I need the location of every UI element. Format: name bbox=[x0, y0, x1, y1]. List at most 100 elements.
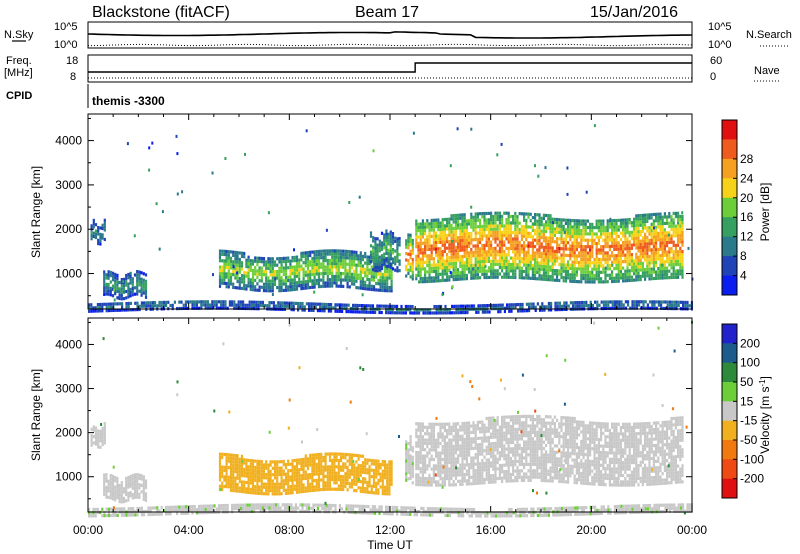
power-echo-cell bbox=[121, 302, 124, 306]
power-echo-cell bbox=[672, 243, 675, 247]
power-echo-cell bbox=[300, 283, 303, 287]
power-echo-cell bbox=[498, 243, 501, 247]
power-echo-cell bbox=[545, 271, 548, 275]
power-echo-cell bbox=[287, 275, 290, 279]
power-echo-cell bbox=[105, 302, 108, 306]
power-echo-cell bbox=[681, 250, 684, 254]
power-echo-cell bbox=[538, 270, 541, 275]
vel-echo-cell bbox=[229, 472, 233, 476]
power-echo-cell bbox=[359, 283, 362, 287]
vel-echo-cell bbox=[125, 492, 128, 497]
vel-echo-cell bbox=[236, 476, 239, 480]
power-echo-cell bbox=[452, 217, 455, 221]
vel-echo-cell bbox=[355, 482, 358, 486]
power-echo-cell bbox=[580, 241, 583, 245]
vel-echo-cell bbox=[127, 482, 130, 486]
power-echo-cell bbox=[490, 246, 493, 251]
power-scatter-point bbox=[418, 280, 420, 284]
power-echo-cell bbox=[350, 282, 354, 286]
power-echo-cell bbox=[452, 220, 455, 224]
vel-echo-cell bbox=[370, 475, 373, 479]
power-echo-cell bbox=[378, 246, 381, 250]
power-echo-cell bbox=[622, 228, 625, 232]
vel-echo-cell bbox=[258, 475, 261, 479]
power-echo-cell bbox=[514, 215, 517, 219]
power-echo-cell bbox=[474, 263, 477, 267]
vel-echo-cell bbox=[368, 458, 371, 462]
power-echo-cell bbox=[547, 242, 550, 246]
vel-echo-cell bbox=[383, 460, 387, 464]
vel-echo-cell bbox=[138, 476, 141, 480]
power-echo-cell bbox=[455, 311, 458, 315]
power-echo-cell bbox=[236, 276, 239, 280]
power-echo-cell bbox=[424, 238, 427, 242]
power-echo-cell bbox=[575, 267, 578, 271]
power-echo-cell bbox=[140, 301, 143, 305]
vel-echo-cell bbox=[229, 456, 233, 460]
power-echo-cell bbox=[657, 300, 660, 304]
power-echo-cell bbox=[657, 267, 660, 271]
power-echo-cell bbox=[633, 306, 636, 310]
power-echo-cell bbox=[615, 260, 618, 264]
power-scatter-point bbox=[236, 271, 239, 275]
power-echo-cell bbox=[396, 308, 399, 312]
power-echo-cell bbox=[551, 275, 554, 279]
power-echo-cell bbox=[308, 305, 311, 309]
vel-echo-cell bbox=[94, 439, 98, 443]
power-echo-cell bbox=[571, 241, 574, 245]
power-echo-cell bbox=[604, 229, 607, 233]
power-echo-cell bbox=[624, 218, 627, 222]
power-echo-cell bbox=[509, 240, 512, 244]
power-echo-cell bbox=[465, 245, 468, 249]
power-echo-cell bbox=[236, 251, 239, 255]
vel-echo-cell bbox=[136, 482, 139, 486]
power-echo-cell bbox=[487, 224, 490, 228]
power-echo-cell bbox=[547, 308, 550, 312]
vel-echo-cell bbox=[324, 452, 327, 456]
power-echo-cell bbox=[356, 303, 359, 308]
power-echo-cell bbox=[525, 218, 528, 222]
power-echo-cell bbox=[518, 256, 521, 260]
power-echo-cell bbox=[326, 271, 329, 275]
power-echo-cell bbox=[571, 251, 574, 255]
vel-echo-cell bbox=[280, 492, 283, 496]
power-echo-cell bbox=[536, 251, 539, 255]
vel-echo-cell bbox=[103, 434, 106, 439]
power-echo-cell bbox=[558, 237, 561, 241]
vel-echo-cell bbox=[287, 485, 290, 489]
vel-echo-cell bbox=[306, 482, 310, 487]
power-echo-cell bbox=[509, 230, 512, 235]
power-echo-cell bbox=[485, 227, 488, 232]
power-echo-cell bbox=[582, 254, 585, 258]
power-echo-cell bbox=[562, 256, 565, 260]
power-echo-cell bbox=[287, 278, 290, 283]
power-echo-cell bbox=[508, 309, 511, 313]
power-echo-cell bbox=[245, 287, 248, 291]
vel-echo-cell bbox=[232, 479, 235, 483]
power-echo-cell bbox=[613, 228, 616, 232]
vel-echo-cell bbox=[383, 476, 387, 480]
power-echo-cell bbox=[655, 276, 658, 280]
power-echo-cell bbox=[644, 213, 647, 217]
power-echo-cell bbox=[641, 217, 644, 221]
vel-echo-cell bbox=[273, 476, 277, 480]
power-echo-cell bbox=[597, 248, 600, 252]
vel-echo-cell bbox=[315, 482, 318, 486]
power-echo-cell bbox=[331, 265, 334, 269]
power-echo-cell bbox=[498, 221, 501, 225]
power-echo-cell bbox=[593, 267, 596, 271]
power-echo-cell bbox=[344, 259, 347, 263]
vel-echo-cell bbox=[256, 462, 259, 467]
power-echo-cell bbox=[547, 246, 550, 250]
power-echo-cell bbox=[359, 251, 362, 255]
power-echo-cell bbox=[670, 224, 673, 228]
power-echo-cell bbox=[446, 253, 449, 257]
vel-echo-cell bbox=[238, 457, 241, 461]
vel-echo-cell bbox=[313, 469, 316, 473]
power-echo-cell bbox=[553, 262, 556, 266]
power-echo-cell bbox=[564, 247, 567, 251]
power-echo-cell bbox=[320, 272, 323, 276]
power-echo-cell bbox=[514, 243, 517, 248]
power-echo-cell bbox=[485, 275, 488, 280]
power-echo-cell bbox=[549, 214, 552, 218]
